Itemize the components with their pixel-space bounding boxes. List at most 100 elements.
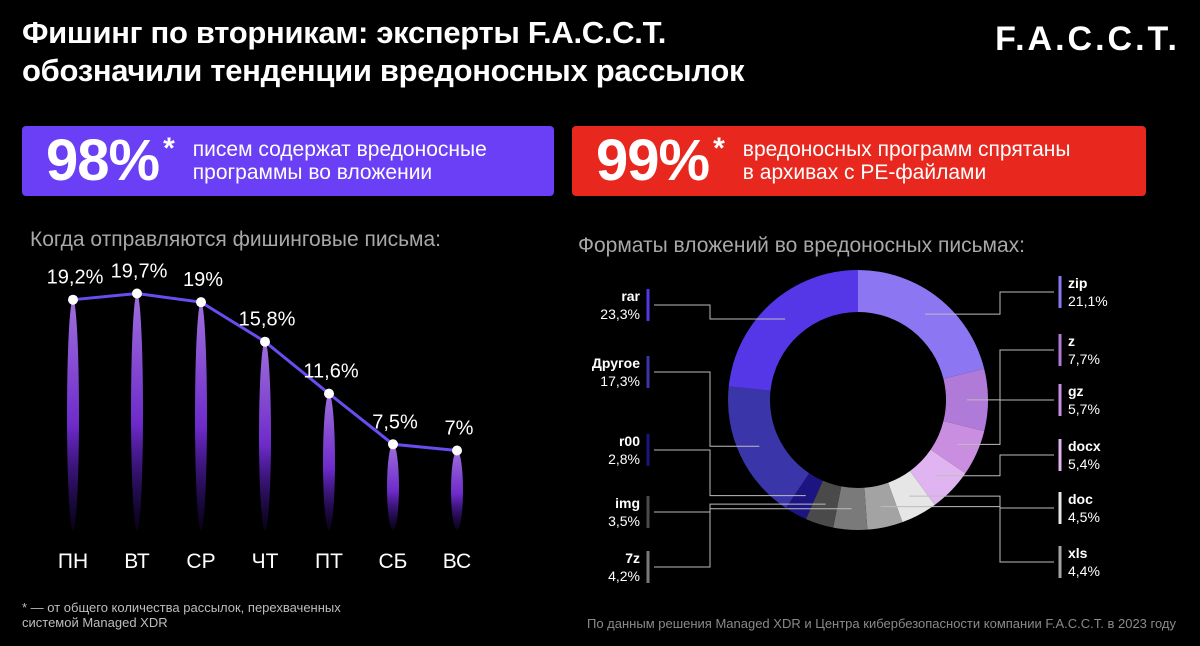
- day-label-3: ЧТ: [252, 550, 279, 573]
- slice-zip: [858, 270, 985, 379]
- attachment-donut-chart: zip 21,1% z 7,7% gz 5,7% docx 5,4% doc 4,5% xls 4,4…: [592, 270, 1108, 584]
- value-label-2: 19%: [183, 269, 223, 291]
- stat-description: писем содержат вредоносные программы во …: [193, 138, 487, 184]
- legend-label-gz: gz: [1068, 383, 1084, 399]
- slice-Другое: [728, 386, 810, 509]
- legend-swatch-img: [646, 496, 650, 528]
- legend-value-Другое: 17,3%: [600, 373, 640, 389]
- line-chart-title: Когда отправляются фишинговые письма:: [30, 228, 441, 251]
- day-column-6: [451, 450, 463, 530]
- day-label-2: СР: [186, 550, 215, 573]
- page-title: Фишинг по вторникам: эксперты F.A.C.C.T.…: [22, 14, 862, 90]
- data-point-2: [196, 297, 206, 308]
- day-label-0: ПН: [58, 550, 88, 573]
- legend-label-rar: rar: [621, 288, 640, 304]
- legend-label-r00: r00: [619, 433, 640, 449]
- legend-value-img: 3,5%: [608, 513, 640, 529]
- title-line-2: обозначили тенденции вредоносных рассыло…: [22, 53, 745, 88]
- data-point-6: [452, 445, 462, 456]
- slice-rar: [728, 270, 858, 391]
- legend-value-doc: 4,5%: [1068, 509, 1100, 525]
- stat-description-line-2: в архивах с PE-файлами: [742, 161, 987, 184]
- stat-description-line-2: программы во вложении: [192, 161, 433, 184]
- legend-label-zip: zip: [1068, 275, 1087, 291]
- legend-swatch-7z: [646, 551, 650, 583]
- data-point-5: [388, 439, 398, 450]
- footnote-line-1: * — от общего количества рассылок, перех…: [22, 600, 341, 615]
- leader-line-docx: [936, 454, 1054, 477]
- leader-line-gz: [957, 399, 1054, 445]
- title-line-1: Фишинг по вторникам: эксперты F.A.C.C.T.: [22, 15, 667, 50]
- slice-z: [943, 368, 988, 431]
- legend-value-rar: 23,3%: [600, 306, 640, 322]
- day-column-5: [387, 444, 399, 530]
- source-note: По данным решения Managed XDR и Центра к…: [586, 616, 1176, 631]
- value-label-3: 15,8%: [239, 309, 296, 331]
- legend-label-doc: doc: [1068, 491, 1093, 507]
- legend-label-z: z: [1068, 333, 1075, 349]
- legend-value-docx: 5,4%: [1068, 456, 1100, 472]
- stat-card-98: 98% * писем содержат вредоносные програм…: [22, 126, 554, 196]
- legend-value-xls: 4,4%: [1068, 563, 1100, 579]
- weekday-line-chart: 19,2% ПН 19,7% ВТ 19% СР 15,8% ЧТ 11,6% ПТ 7,5% СБ 7…: [47, 261, 474, 573]
- legend-swatch-r00: [646, 434, 650, 466]
- leader-line-Другое: [654, 371, 760, 447]
- stat-description: вредоносных программ спрятаны в архивах …: [743, 138, 1071, 184]
- legend-swatch-rar: [646, 289, 650, 321]
- stat-description-line-1: писем содержат вредоносные: [192, 138, 487, 161]
- stat-value: 98%: [46, 128, 160, 193]
- legend-value-z: 7,7%: [1068, 351, 1100, 367]
- legend-value-zip: 21,1%: [1068, 293, 1108, 309]
- slice-r00: [785, 473, 823, 520]
- value-label-1: 19,7%: [111, 261, 168, 283]
- footnote-star: *: [163, 132, 175, 165]
- value-label-6: 7%: [445, 417, 474, 439]
- day-label-5: СБ: [379, 550, 408, 573]
- day-label-6: ВС: [443, 550, 471, 573]
- leader-line-img: [654, 503, 826, 513]
- day-label-1: ВТ: [124, 550, 150, 573]
- legend-label-img: img: [615, 495, 640, 511]
- legend-swatch-doc: [1058, 492, 1062, 524]
- leader-line-z: [966, 349, 1054, 401]
- legend-swatch-zip: [1058, 276, 1062, 308]
- legend-swatch-gz: [1058, 384, 1062, 416]
- legend-label-docx: docx: [1068, 438, 1101, 454]
- leader-line-rar: [654, 304, 786, 320]
- legend-label-Другое: Другое: [592, 355, 640, 371]
- footnote-star: *: [713, 132, 725, 165]
- legend-value-gz: 5,7%: [1068, 401, 1100, 417]
- day-column-0: [67, 299, 79, 530]
- slice-7z: [833, 486, 868, 530]
- day-column-1: [131, 293, 143, 530]
- data-point-0: [68, 294, 78, 305]
- leader-line-7z: [654, 508, 852, 568]
- facct-logo: F.A.C.C.T.: [995, 20, 1180, 58]
- day-column-3: [259, 341, 271, 530]
- legend-swatch-Другое: [646, 356, 650, 388]
- data-point-4: [324, 388, 334, 399]
- value-label-0: 19,2%: [47, 267, 104, 289]
- footnote-line-2: системой Managed XDR: [22, 615, 168, 630]
- footnote: * — от общего количества рассылок, перех…: [22, 600, 341, 630]
- legend-value-r00: 2,8%: [608, 451, 640, 467]
- legend-swatch-z: [1058, 334, 1062, 366]
- slice-docx: [909, 449, 966, 505]
- leader-line-xls: [880, 506, 1054, 563]
- day-column-4: [323, 393, 335, 530]
- data-point-1: [132, 288, 142, 299]
- leader-line-doc: [909, 495, 1054, 509]
- legend-label-xls: xls: [1068, 545, 1088, 561]
- value-label-5: 7,5%: [372, 411, 418, 433]
- legend-swatch-docx: [1058, 439, 1062, 471]
- legend-swatch-xls: [1058, 546, 1062, 578]
- day-column-2: [195, 302, 207, 530]
- leader-line-r00: [654, 449, 806, 497]
- day-label-4: ПТ: [315, 550, 343, 573]
- leader-line-zip: [925, 291, 1054, 315]
- data-point-3: [260, 336, 270, 347]
- stat-card-99: 99% * вредоносных программ спрятаны в ар…: [572, 126, 1146, 196]
- slice-gz: [930, 420, 985, 474]
- legend-label-7z: 7z: [625, 550, 640, 566]
- legend-value-7z: 4,2%: [608, 568, 640, 584]
